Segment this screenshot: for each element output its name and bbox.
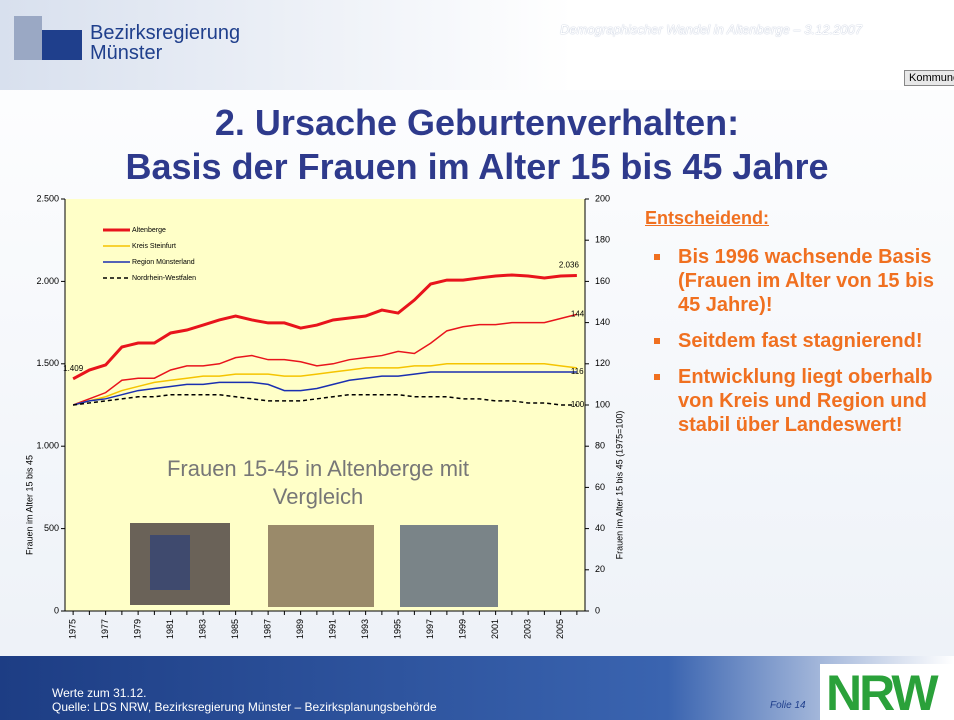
x-tick-label: 1979 bbox=[133, 619, 143, 639]
annotation-line: Frauen 15-45 in Altenberge mit bbox=[167, 456, 469, 481]
data-label: 2.036 bbox=[559, 261, 580, 270]
logo-block bbox=[42, 30, 82, 60]
y2-tick-label: 160 bbox=[595, 276, 610, 286]
x-tick-label: 1991 bbox=[328, 619, 338, 639]
legend-label: Nordrhein-Westfalen bbox=[132, 275, 196, 282]
panel-heading: Entscheidend: bbox=[645, 208, 769, 229]
x-tick-label: 2003 bbox=[523, 619, 533, 639]
topic: Demographischer Wandel in Altenberge – 3… bbox=[560, 22, 954, 37]
y2-tick-label: 20 bbox=[595, 564, 605, 574]
y2-tick-label: 140 bbox=[595, 317, 610, 327]
y-tick-label: 500 bbox=[44, 523, 59, 533]
y2-tick-label: 80 bbox=[595, 441, 605, 451]
x-tick-label: 1997 bbox=[425, 619, 435, 639]
slide-title: 2. Ursache Geburtenverhalten: bbox=[0, 102, 954, 144]
slide: Bezirksregierung Münster Demographischer… bbox=[0, 0, 954, 720]
bullet: Bis 1996 wachsende Basis (Frauen im Alte… bbox=[650, 245, 954, 317]
legend-label: Altenberge bbox=[132, 227, 166, 234]
y-axis-title: Frauen im Alter 15 bis 45 bbox=[24, 455, 34, 555]
photo bbox=[150, 535, 190, 590]
photo bbox=[400, 525, 498, 607]
data-label: 116 bbox=[571, 367, 584, 376]
footer-text: Quelle: LDS NRW, Bezirksregierung Münste… bbox=[52, 700, 437, 714]
x-tick-label: 2001 bbox=[490, 619, 500, 639]
x-tick-label: 1981 bbox=[165, 619, 175, 639]
logo-block bbox=[14, 16, 42, 60]
photo bbox=[268, 525, 374, 607]
legend-label: Kreis Steinfurt bbox=[132, 243, 176, 250]
x-tick-label: 2005 bbox=[555, 619, 565, 639]
x-tick-label: 1987 bbox=[263, 619, 273, 639]
annotation-line: Vergleich bbox=[273, 484, 364, 509]
x-tick-label: 1989 bbox=[295, 619, 305, 639]
y2-axis-title: Frauen im Alter 15 bis 45 (1975=100) bbox=[614, 411, 624, 560]
legend-label: Region Münsterland bbox=[132, 259, 195, 266]
data-label: 100 bbox=[571, 400, 585, 409]
footer-text: Werte zum 31.12. bbox=[52, 686, 147, 700]
y2-tick-label: 120 bbox=[595, 358, 610, 368]
bullet: Entwicklung liegt oberhalb von Kreis und… bbox=[650, 365, 954, 437]
y2-tick-label: 0 bbox=[595, 605, 600, 615]
data-label: 1.409 bbox=[63, 364, 84, 373]
y-tick-label: 2.500 bbox=[36, 193, 59, 203]
slide-title: Basis der Frauen im Alter 15 bis 45 Jahr… bbox=[0, 146, 954, 188]
y2-tick-label: 180 bbox=[595, 235, 610, 245]
nrw-logo: NRW bbox=[826, 664, 936, 720]
x-tick-label: 1993 bbox=[360, 619, 370, 639]
bullet: Seitdem fast stagnierend! bbox=[650, 329, 954, 353]
data-label: 144 bbox=[571, 309, 585, 318]
chart: 0 500 1.000 1.500 2.000 2.500 0 20 40 60 80 100 120 1… bbox=[0, 185, 640, 655]
x-tick-label: 1975 bbox=[68, 619, 78, 639]
y-tick-label: 2.000 bbox=[36, 276, 59, 286]
nav-button[interactable]: Kommunen bbox=[904, 70, 954, 86]
y2-tick-label: 100 bbox=[595, 399, 610, 409]
y2-tick-label: 40 bbox=[595, 523, 605, 533]
x-tick-label: 1983 bbox=[198, 619, 208, 639]
y-tick-label: 1.500 bbox=[36, 358, 59, 368]
x-tick-label: 1985 bbox=[230, 619, 240, 639]
y2-tick-label: 200 bbox=[595, 193, 610, 203]
y-tick-label: 1.000 bbox=[36, 441, 59, 451]
x-tick-label: 1995 bbox=[393, 619, 403, 639]
bullet-list: Bis 1996 wachsende Basis (Frauen im Alte… bbox=[650, 245, 954, 449]
x-tick-label: 1977 bbox=[100, 619, 110, 639]
y2-tick-label: 60 bbox=[595, 482, 605, 492]
org-name: Münster bbox=[90, 42, 162, 65]
x-tick-label: 1999 bbox=[458, 619, 468, 639]
y-tick-label: 0 bbox=[54, 605, 59, 615]
slide-number: Folie 14 bbox=[770, 700, 806, 711]
